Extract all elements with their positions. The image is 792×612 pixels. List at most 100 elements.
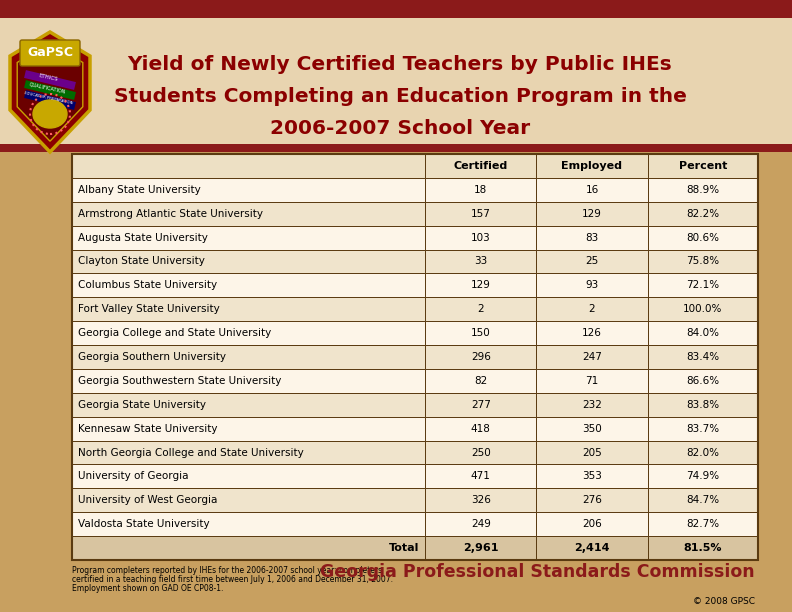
Bar	[425, 488, 536, 512]
Bar	[72, 488, 425, 512]
Bar	[648, 393, 758, 417]
Bar	[536, 393, 648, 417]
Bar	[648, 488, 758, 512]
Bar	[72, 178, 425, 202]
Text: 276: 276	[582, 495, 602, 506]
Text: GaPSC: GaPSC	[27, 47, 73, 59]
Text: 83.4%: 83.4%	[686, 352, 719, 362]
Bar	[536, 202, 648, 226]
Bar	[648, 536, 758, 560]
Bar	[425, 226, 536, 250]
Text: © 2008 GPSC: © 2008 GPSC	[693, 597, 755, 606]
Text: 205: 205	[582, 447, 602, 458]
Text: 103: 103	[471, 233, 491, 242]
Bar	[648, 512, 758, 536]
Text: certified in a teaching field first time between July 1, 2006 and December 31, 2: certified in a teaching field first time…	[72, 575, 393, 584]
Bar	[648, 274, 758, 297]
Bar	[425, 178, 536, 202]
Bar	[536, 488, 648, 512]
Bar	[72, 297, 425, 321]
Bar	[536, 321, 648, 345]
Bar	[536, 226, 648, 250]
Text: Columbus State University: Columbus State University	[78, 280, 217, 290]
Bar	[536, 465, 648, 488]
Text: Armstrong Atlantic State University: Armstrong Atlantic State University	[78, 209, 263, 218]
Bar	[72, 226, 425, 250]
Text: Georgia Professional Standards Commission: Georgia Professional Standards Commissio…	[321, 563, 755, 581]
Text: 150: 150	[471, 328, 491, 338]
Text: 83.8%: 83.8%	[686, 400, 719, 410]
Bar	[425, 297, 536, 321]
Text: 25: 25	[585, 256, 599, 266]
Text: Fort Valley State University: Fort Valley State University	[78, 304, 219, 314]
Text: Employed: Employed	[562, 161, 623, 171]
Text: 81.5%: 81.5%	[683, 543, 722, 553]
Bar	[72, 154, 425, 178]
Text: 2,961: 2,961	[463, 543, 499, 553]
Text: 247: 247	[582, 352, 602, 362]
Bar	[536, 345, 648, 369]
Bar	[425, 250, 536, 274]
Polygon shape	[17, 43, 83, 141]
Text: 82.7%: 82.7%	[686, 519, 719, 529]
Text: 75.8%: 75.8%	[686, 256, 719, 266]
Bar	[72, 441, 425, 465]
Text: Employment shown on GAD OE CP08-1.: Employment shown on GAD OE CP08-1.	[72, 584, 223, 593]
Text: 82.2%: 82.2%	[686, 209, 719, 218]
Bar	[72, 369, 425, 393]
Bar	[536, 536, 648, 560]
Text: Certified: Certified	[454, 161, 508, 171]
Text: 206: 206	[582, 519, 602, 529]
Text: 18: 18	[474, 185, 488, 195]
Text: 93: 93	[585, 280, 599, 290]
Text: 2006-2007 School Year: 2006-2007 School Year	[270, 119, 530, 138]
Bar	[648, 369, 758, 393]
Text: 296: 296	[471, 352, 491, 362]
Bar	[648, 154, 758, 178]
Bar	[72, 345, 425, 369]
Bar	[648, 178, 758, 202]
Text: Program completers reported by IHEs for the 2006-2007 school year; completers: Program completers reported by IHEs for …	[72, 566, 382, 575]
Bar	[648, 321, 758, 345]
Bar	[648, 226, 758, 250]
FancyBboxPatch shape	[20, 40, 80, 66]
Text: 326: 326	[471, 495, 491, 506]
Bar	[536, 250, 648, 274]
Text: 129: 129	[471, 280, 491, 290]
Bar	[536, 417, 648, 441]
Text: 33: 33	[474, 256, 488, 266]
Bar	[536, 297, 648, 321]
Bar	[425, 441, 536, 465]
Text: 16: 16	[585, 185, 599, 195]
Bar	[425, 345, 536, 369]
Bar	[72, 321, 425, 345]
Text: 126: 126	[582, 328, 602, 338]
Bar	[648, 465, 758, 488]
Bar	[0, 144, 792, 152]
Bar	[536, 178, 648, 202]
Text: 157: 157	[471, 209, 491, 218]
Text: Clayton State University: Clayton State University	[78, 256, 205, 266]
Bar	[72, 417, 425, 441]
Text: 232: 232	[582, 400, 602, 410]
Text: EDUCATOR PREPARATION: EDUCATOR PREPARATION	[24, 91, 73, 105]
Text: University of Georgia: University of Georgia	[78, 471, 188, 482]
Bar	[0, 0, 792, 18]
Text: Georgia College and State University: Georgia College and State University	[78, 328, 271, 338]
Bar	[536, 369, 648, 393]
Polygon shape	[10, 32, 90, 152]
Bar	[425, 512, 536, 536]
Bar	[0, 18, 792, 144]
Text: 249: 249	[471, 519, 491, 529]
Bar	[648, 297, 758, 321]
Text: 82.0%: 82.0%	[687, 447, 719, 458]
Text: 129: 129	[582, 209, 602, 218]
Text: Albany State University: Albany State University	[78, 185, 200, 195]
Text: 2: 2	[588, 304, 596, 314]
Text: Georgia Southern University: Georgia Southern University	[78, 352, 226, 362]
Bar	[425, 465, 536, 488]
Bar	[536, 274, 648, 297]
Bar	[648, 250, 758, 274]
Text: Georgia Southwestern State University: Georgia Southwestern State University	[78, 376, 281, 386]
Text: Augusta State University: Augusta State University	[78, 233, 208, 242]
